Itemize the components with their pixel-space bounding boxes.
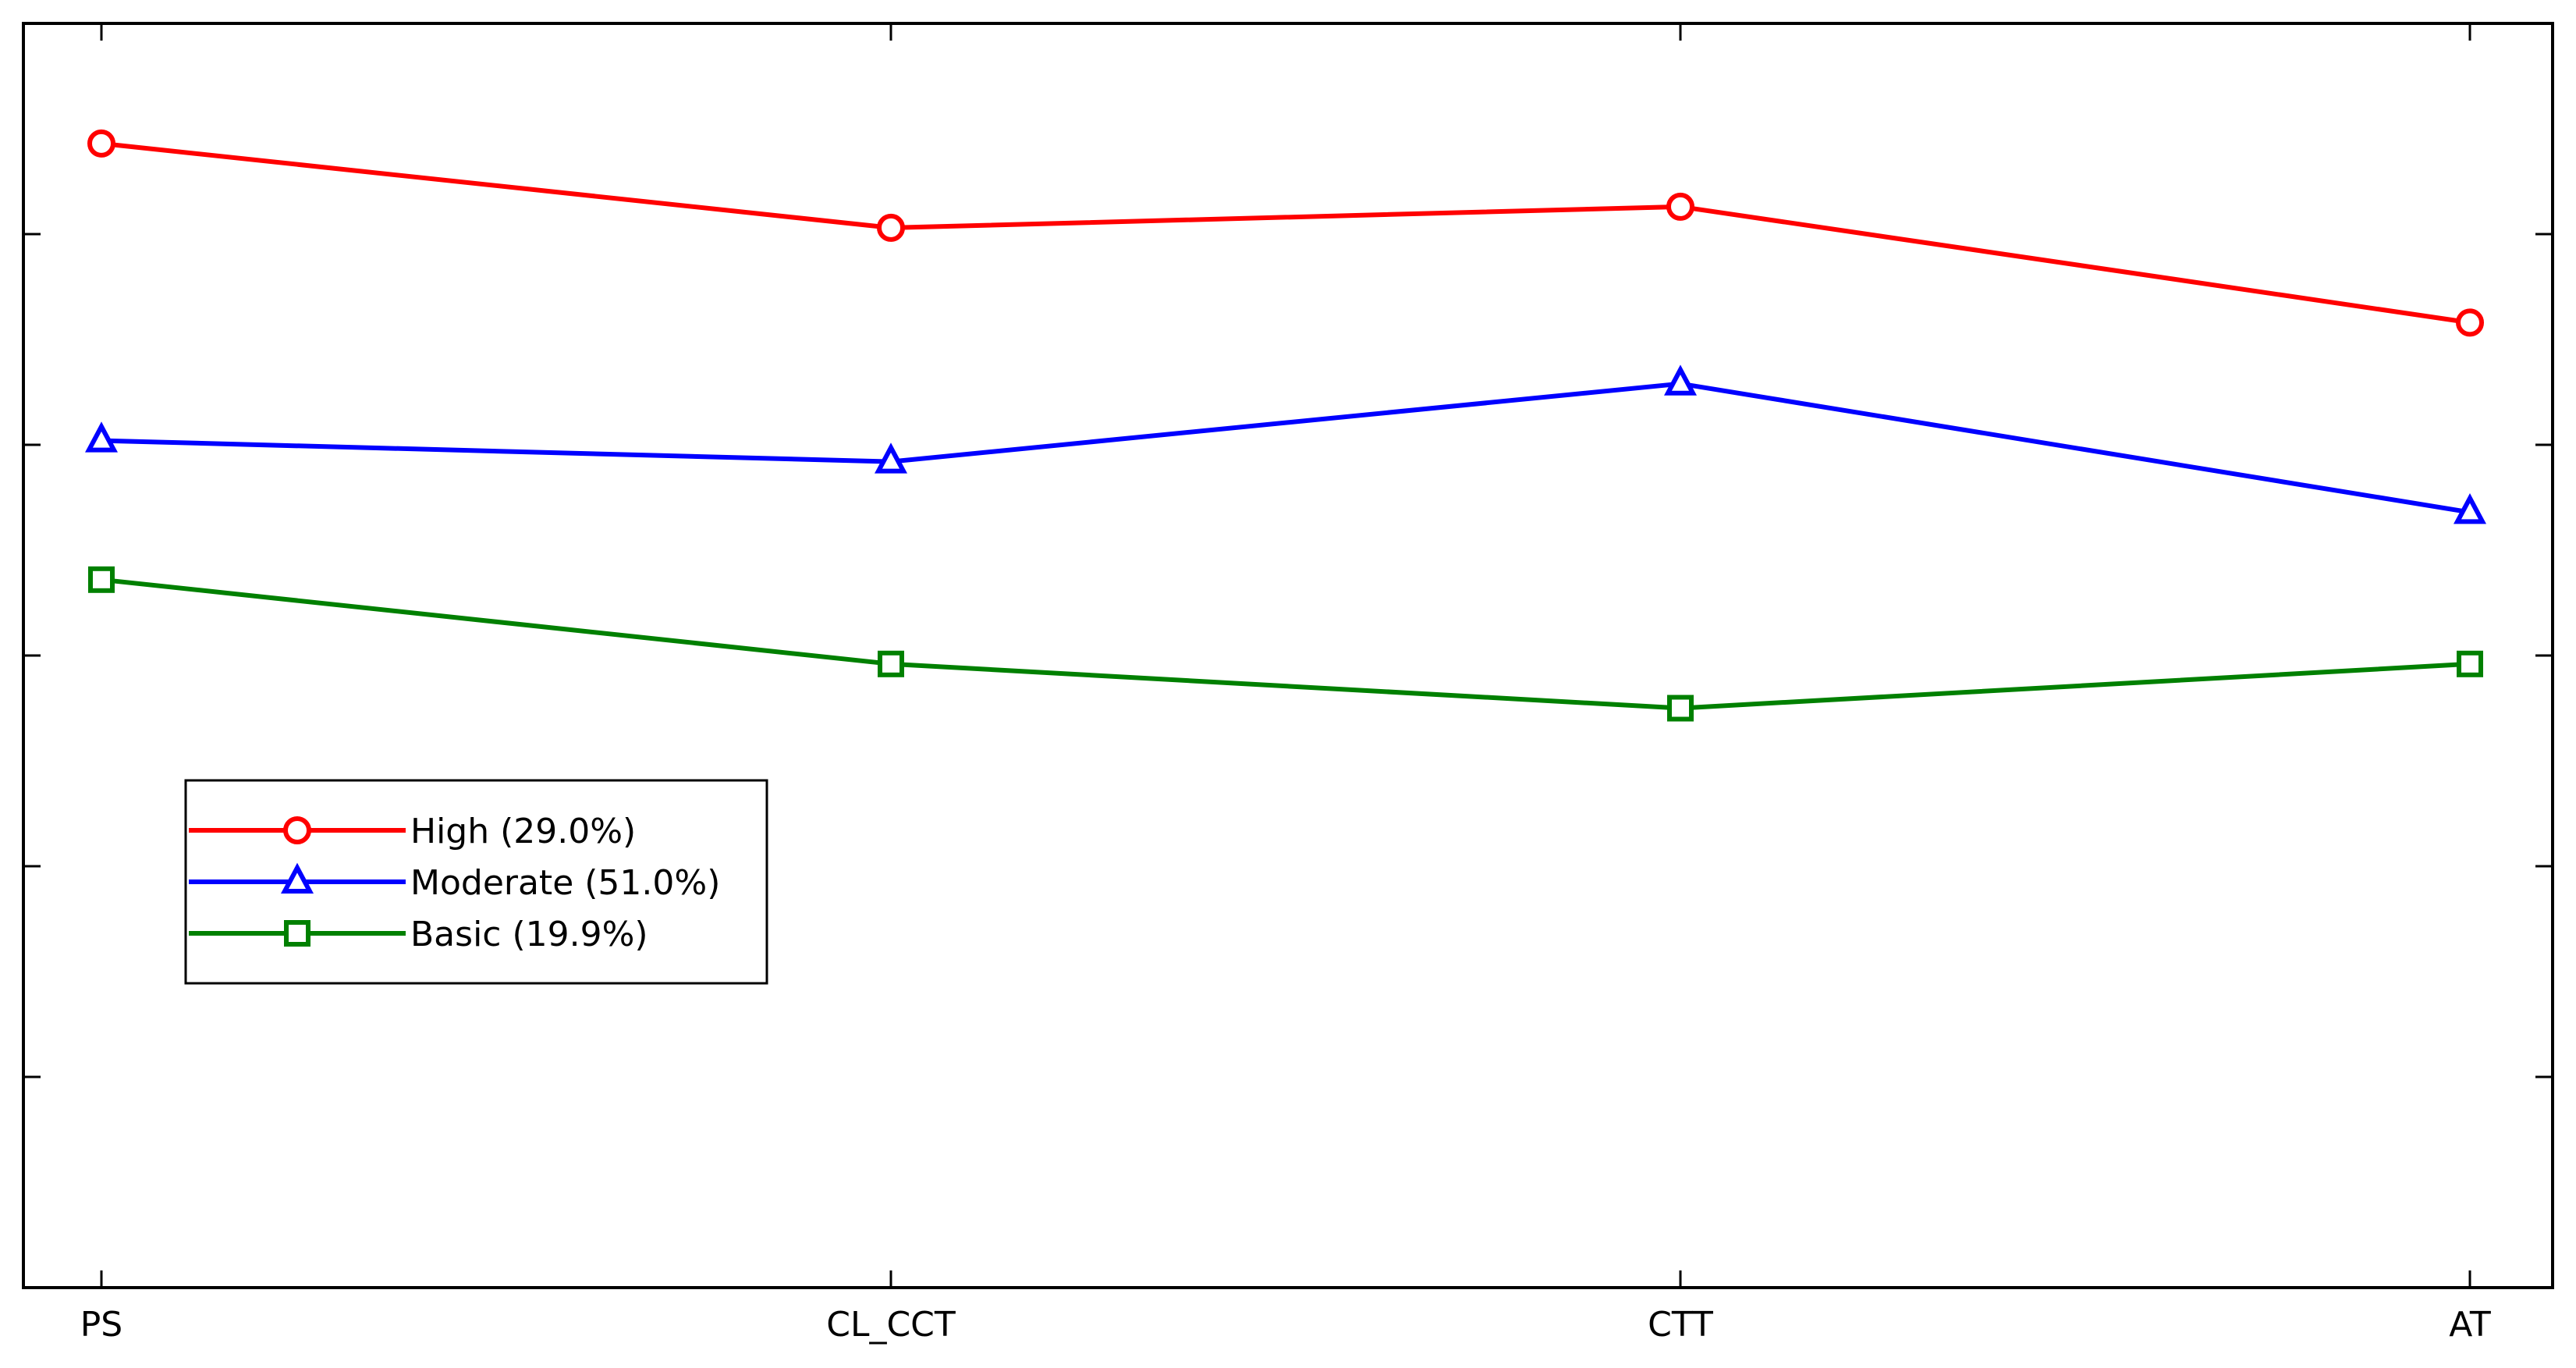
legend-entry: Basic (19.9%)	[189, 915, 648, 954]
data-point	[1666, 192, 1694, 221]
data-point	[2454, 493, 2486, 524]
plot-frame	[22, 22, 2554, 1289]
data-point	[875, 442, 907, 474]
x-axis-tick-labels: PS CL_CCT CTT AT	[80, 1305, 2491, 1345]
x-tick-label: CL_CCT	[826, 1305, 956, 1345]
x-tick-label: CTT	[1648, 1305, 1713, 1345]
legend-marker	[284, 920, 310, 947]
axis-ticks	[23, 23, 2553, 1288]
series-group	[85, 129, 2486, 722]
data-point	[2456, 308, 2484, 337]
data-point	[877, 213, 905, 242]
series-circle	[87, 129, 2484, 337]
data-point	[1667, 695, 1694, 722]
legend-entry: High (29.0%)	[189, 812, 636, 851]
x-tick-label: AT	[2449, 1305, 2491, 1345]
x-tick-label: PS	[80, 1305, 122, 1345]
series-line	[101, 140, 2471, 325]
series-line	[101, 577, 2471, 711]
legend-items: High (29.0%) Moderate (51.0%) Basic (19.9%…	[189, 812, 720, 954]
data-point	[88, 566, 115, 593]
legend-marker	[283, 816, 311, 844]
data-point	[85, 421, 118, 453]
series-line	[101, 381, 2471, 515]
data-point	[87, 129, 115, 158]
data-point	[1664, 364, 1697, 396]
legend-label: Basic (19.9%)	[410, 915, 648, 954]
legend: High (29.0%) Moderate (51.0%) Basic (19.9%…	[184, 779, 768, 985]
legend-entry: Moderate (51.0%)	[189, 862, 720, 903]
legend-box	[184, 779, 768, 985]
legend-marker	[281, 862, 314, 894]
legend-label: High (29.0%)	[410, 812, 636, 851]
data-point	[2457, 650, 2483, 677]
series-triangle	[85, 364, 2486, 524]
legend-label: Moderate (51.0%)	[410, 863, 720, 903]
series-square	[88, 566, 2483, 722]
data-point	[878, 650, 904, 677]
